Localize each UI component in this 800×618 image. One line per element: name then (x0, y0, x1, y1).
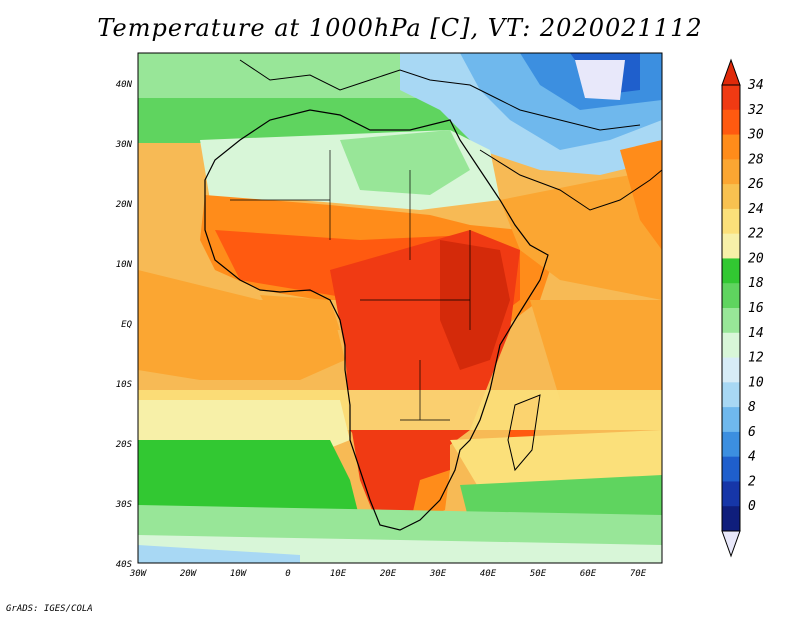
credit-text: GrADS: IGES/COLA (6, 604, 93, 614)
lon-label: 0 (285, 569, 290, 579)
colorbar-swatch (722, 382, 740, 408)
lon-label: 40E (480, 569, 497, 579)
colorbar-label: 26 (748, 177, 764, 192)
lon-axis: 30W 20W 10W 0 10E 20E 30E 40E 50E 60E 70… (129, 569, 647, 579)
colorbar-label: 20 (748, 251, 764, 266)
lat-label: 40S (116, 560, 133, 570)
lat-label: 30N (115, 140, 133, 150)
colorbar-top-arrow (721, 58, 741, 86)
lat-label: 10S (116, 380, 133, 390)
colorbar-swatch (722, 431, 740, 458)
colorbar-swatch (722, 481, 740, 507)
lon-label: 20E (380, 569, 397, 579)
lat-axis: 40N 30N 20N 10N EQ 10S 20S 30S 40S (115, 80, 133, 570)
colorbar-label: 18 (748, 276, 764, 291)
colorbar-swatch (722, 357, 740, 383)
colorbar-swatch (722, 506, 740, 532)
colorbar-bottom-arrow (721, 530, 741, 558)
colorbar-label: 8 (748, 400, 756, 415)
colorbar-label: 16 (748, 301, 764, 316)
colorbar-label: 6 (748, 425, 756, 440)
colorbar-swatch (722, 109, 740, 136)
lon-label: 50E (530, 569, 547, 579)
temperature-field (138, 53, 662, 563)
colorbar-swatch (722, 233, 740, 259)
colorbar-swatch (722, 134, 740, 160)
colorbar-swatch (722, 85, 740, 111)
lat-label: 10N (116, 260, 133, 270)
colorbar-label: 24 (748, 202, 764, 217)
lat-label: 30S (115, 500, 133, 510)
colorbar-swatch (722, 332, 740, 359)
colorbar-label: 12 (748, 351, 764, 366)
colorbar-label: 30 (747, 128, 764, 143)
lon-label: 30E (429, 569, 447, 579)
lat-label: 20S (116, 440, 133, 450)
map-title: Temperature at 1000hPa [C], VT: 20200211… (97, 14, 703, 42)
lon-label: 20W (180, 569, 198, 579)
lon-label: 60E (580, 569, 597, 579)
colorbar-swatch (722, 258, 740, 284)
colorbar-label: 0 (748, 499, 756, 514)
lon-label: 70E (630, 569, 647, 579)
lon-label: 10W (230, 569, 248, 579)
lon-label: 30W (129, 569, 148, 579)
colorbar-swatch (722, 184, 740, 210)
colorbar-label: 32 (747, 103, 764, 118)
colorbar-label: 4 (748, 450, 756, 465)
colorbar-swatch (722, 407, 740, 433)
map-frame (137, 52, 663, 564)
colorbar-swatch (722, 283, 740, 309)
colorbar-label: 2 (748, 474, 756, 489)
colorbar-label: 14 (748, 326, 764, 341)
colorbar-label: 22 (748, 227, 764, 242)
colorbar-label: 28 (748, 152, 764, 167)
colorbar-swatch (722, 456, 740, 482)
colorbar-swatch (722, 208, 740, 235)
colorbar-swatch (722, 308, 740, 334)
lat-label: 20N (116, 200, 133, 210)
lon-label: 10E (330, 569, 347, 579)
colorbar-label: 34 (747, 78, 764, 93)
colorbar-label: 10 (748, 375, 764, 390)
colorbar-swatch (722, 159, 740, 185)
lat-label: EQ (121, 320, 132, 330)
lat-label: 40N (116, 80, 133, 90)
